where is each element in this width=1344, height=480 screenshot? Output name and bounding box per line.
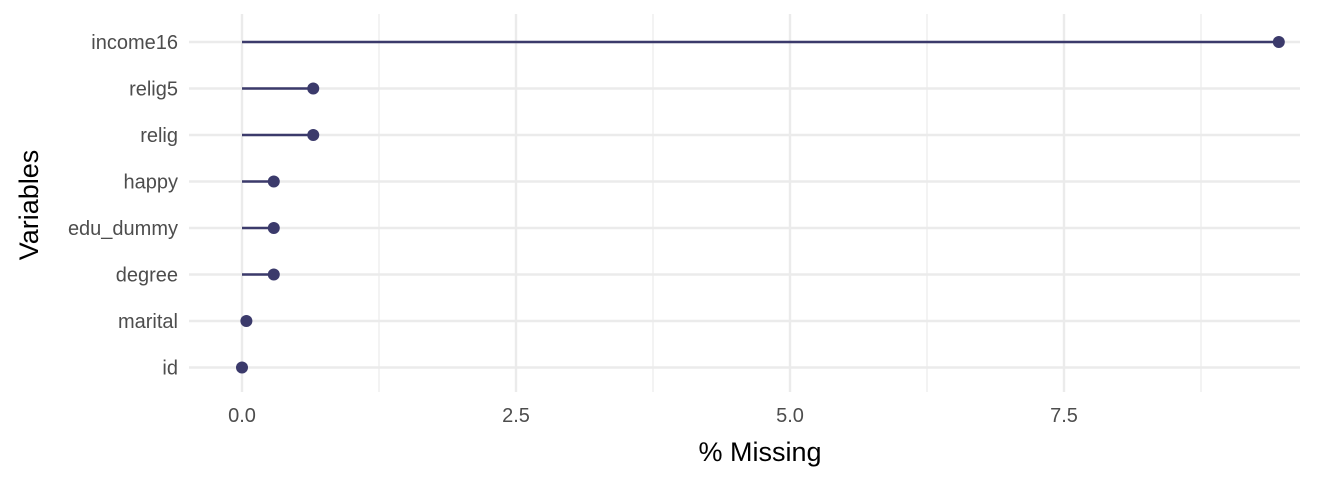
lollipop-point — [267, 268, 280, 281]
y-axis-title: Variables — [14, 150, 44, 261]
x-tick-label: 0.0 — [228, 405, 256, 427]
y-tick-label: degree — [116, 265, 178, 287]
x-axis-tick-labels: 0.0 2.5 5.0 7.5 — [228, 405, 1078, 427]
y-tick-label: relig — [140, 125, 178, 147]
y-tick-label: edu_dummy — [68, 218, 178, 240]
x-tick-label: 7.5 — [1050, 405, 1078, 427]
y-axis-tick-labels: id marital degree edu_dummy happy relig relig5… — [68, 32, 178, 380]
lollipop-point — [236, 361, 248, 374]
x-tick-label: 2.5 — [502, 405, 530, 427]
lollipop-series — [236, 36, 1285, 374]
y-tick-label: happy — [124, 172, 179, 194]
y-tick-label: marital — [118, 311, 178, 333]
lollipop-point — [1272, 36, 1285, 48]
lollipop-point — [240, 315, 253, 327]
lollipop-point — [267, 222, 280, 234]
lollipop-point — [267, 175, 280, 188]
major-gridlines — [189, 14, 1300, 392]
y-tick-label: income16 — [91, 32, 178, 54]
minor-gridlines — [378, 14, 1202, 392]
y-tick-label: id — [162, 358, 178, 380]
lollipop-point — [307, 82, 320, 95]
x-axis-title: % Missing — [698, 437, 821, 467]
lollipop-point — [307, 129, 320, 141]
x-tick-label: 5.0 — [776, 405, 804, 427]
y-tick-label: relig5 — [129, 79, 178, 101]
